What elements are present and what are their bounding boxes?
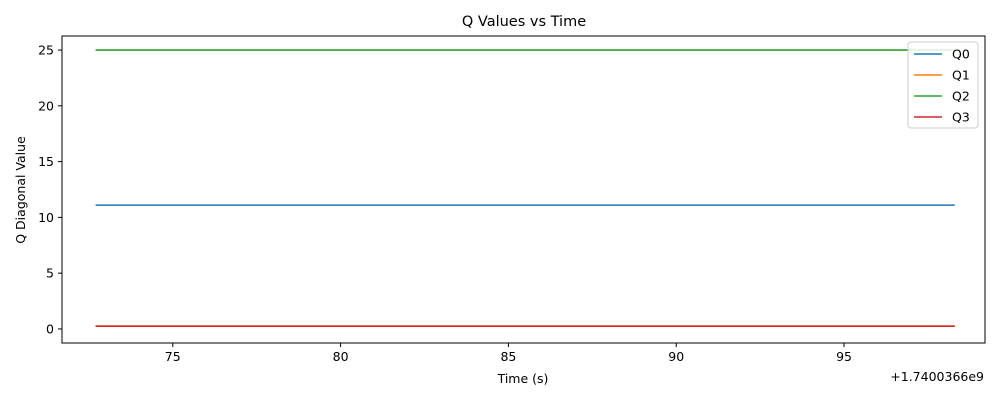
plot-area <box>61 35 986 344</box>
legend-label-q3: Q3 <box>952 110 970 125</box>
legend: Q0 Q1 Q2 Q3 <box>907 41 979 129</box>
x-axis-offset-label: +1.7400366e9 <box>890 369 984 384</box>
y-axis-label: Q Diagonal Value <box>13 136 28 244</box>
y-tick-label: 0 <box>46 321 54 336</box>
legend-label-q2: Q2 <box>952 89 970 104</box>
y-tick-label: 10 <box>38 210 54 225</box>
x-tick-label: 95 <box>836 349 852 364</box>
x-tick-label: 90 <box>668 349 684 364</box>
y-axis-ticks: 0 5 10 15 20 25 <box>38 43 62 336</box>
x-tick-label: 80 <box>333 349 349 364</box>
y-tick-label: 25 <box>38 43 54 58</box>
x-tick-label: 75 <box>165 349 181 364</box>
y-tick-label: 5 <box>46 266 54 281</box>
x-axis-label: Time (s) <box>497 371 549 386</box>
y-tick-label: 15 <box>38 154 54 169</box>
legend-label-q1: Q1 <box>952 68 970 83</box>
x-axis-ticks: 75 80 85 90 95 <box>165 343 852 364</box>
chart-title: Q Values vs Time <box>462 14 586 30</box>
y-tick-label: 20 <box>38 98 54 113</box>
legend-frame <box>907 41 979 129</box>
plot-frame <box>61 35 986 344</box>
series-layer <box>95 49 955 327</box>
x-tick-label: 85 <box>500 349 516 364</box>
legend-label-q0: Q0 <box>952 47 970 62</box>
